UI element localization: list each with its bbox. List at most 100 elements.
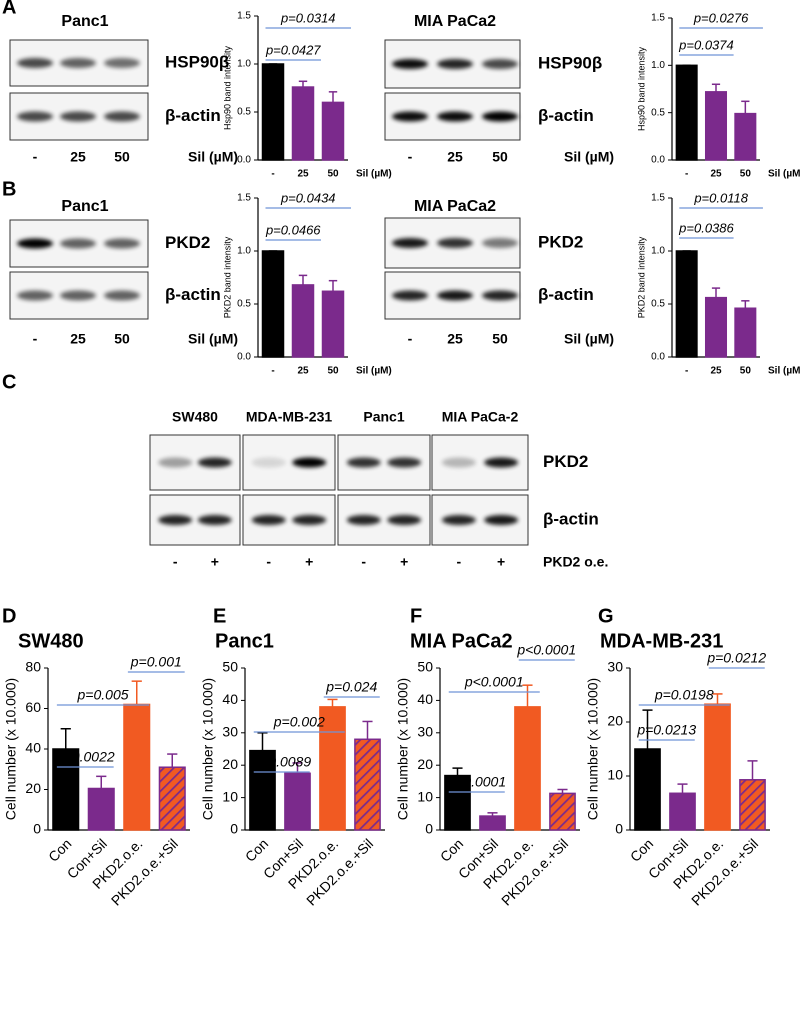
y-tick-label: 20 xyxy=(417,756,433,772)
panel-letter: A xyxy=(2,0,16,18)
lane-label: 50 xyxy=(492,149,508,165)
y-tick-label: 1.5 xyxy=(651,193,665,204)
y-tick-label: 30 xyxy=(607,659,623,675)
chart-title: MDA-MB-231 xyxy=(600,630,723,652)
lane-label: 25 xyxy=(70,149,86,165)
blot-protein-label: PKD2 xyxy=(538,232,583,251)
blot-band xyxy=(197,515,232,525)
x-tick-label: Con xyxy=(45,835,74,864)
blot-band xyxy=(251,515,286,525)
x-tick-label: 50 xyxy=(327,366,339,377)
y-tick-label: 1.5 xyxy=(237,11,251,22)
panel-letter: D xyxy=(2,605,16,627)
y-axis-label: PKD2 band intensity xyxy=(222,236,232,318)
blot-band xyxy=(346,457,381,468)
blot-band xyxy=(484,457,519,468)
y-tick-label: 0.0 xyxy=(237,352,251,363)
blot-band xyxy=(17,58,53,68)
bar xyxy=(634,748,661,831)
lane-label: 50 xyxy=(114,331,130,347)
blot-band xyxy=(437,111,473,122)
blot-band xyxy=(60,290,96,301)
lane-label: + xyxy=(211,554,219,570)
bar xyxy=(675,250,698,358)
blot-protein-label: β-actin xyxy=(165,285,221,304)
bar xyxy=(249,749,276,831)
blot-band xyxy=(104,111,140,122)
lane-label: + xyxy=(400,554,408,570)
blot-band xyxy=(292,515,327,525)
y-tick-label: 1.0 xyxy=(651,246,665,257)
treatment-label: Sil (µM) xyxy=(188,149,238,165)
blot-band xyxy=(482,290,518,301)
blot-band xyxy=(60,111,96,122)
blot-cell-line: SW480 xyxy=(172,409,218,425)
blot-band xyxy=(104,238,140,249)
blot-band xyxy=(437,290,473,301)
chart-title: MIA PaCa2 xyxy=(410,630,513,652)
panel-letter: C xyxy=(2,371,16,393)
p-value: p=0.0212 xyxy=(706,650,766,666)
lane-label: - xyxy=(361,554,366,570)
blot-band xyxy=(292,457,327,468)
p-value: p=0.005 xyxy=(77,687,129,703)
treatment-label: Sil (µM) xyxy=(564,149,614,165)
p-value: p<0.0001 xyxy=(516,642,576,658)
lane-label: - xyxy=(457,554,462,570)
y-tick-label: 1.5 xyxy=(237,193,251,204)
bar xyxy=(734,307,757,358)
y-tick-label: 50 xyxy=(417,659,433,675)
blot-band xyxy=(251,457,286,468)
y-tick-label: 0 xyxy=(230,821,238,837)
lane-label: - xyxy=(173,554,178,570)
p-value: p<0.0001 xyxy=(446,774,506,790)
bar xyxy=(354,738,381,831)
bar xyxy=(261,250,285,358)
lane-label: - xyxy=(33,149,38,165)
y-tick-label: 30 xyxy=(222,724,238,740)
y-tick-label: 1.0 xyxy=(237,59,251,70)
y-axis-label: Hsp90 band intensity xyxy=(636,46,646,131)
y-tick-label: 10 xyxy=(222,788,238,804)
blot-band xyxy=(197,457,232,468)
p-value: p=0.0434 xyxy=(280,190,336,205)
bar xyxy=(549,792,576,831)
bar xyxy=(704,296,728,358)
panel-letter: B xyxy=(2,178,16,200)
x-tick-label: 25 xyxy=(710,169,722,180)
blot-cell-line: Panc1 xyxy=(363,409,404,425)
x-tick-label: - xyxy=(685,169,688,180)
bar xyxy=(704,91,728,161)
p-value: p=0.002 xyxy=(273,714,325,730)
blot-band xyxy=(17,290,53,301)
bar xyxy=(739,779,766,831)
y-tick-label: 60 xyxy=(25,699,41,715)
y-axis-label: Cell number (x 10.000) xyxy=(395,678,411,820)
p-value: p=0.0089 xyxy=(251,754,311,770)
y-tick-label: 10 xyxy=(417,788,433,804)
x-tick-label: - xyxy=(271,366,274,377)
panel-letter: G xyxy=(598,605,614,627)
blot-band xyxy=(441,457,476,468)
lane-label: - xyxy=(33,331,38,347)
bar xyxy=(158,766,186,831)
lane-label: + xyxy=(497,554,505,570)
y-tick-label: 0.0 xyxy=(651,155,665,166)
y-axis-label: Cell number (x 10.000) xyxy=(3,678,19,820)
bar xyxy=(734,112,757,161)
y-axis-label: PKD2 band intensity xyxy=(636,236,646,318)
blot-band xyxy=(158,457,193,468)
blot-band xyxy=(482,111,518,122)
blot-cell-line: MIA PaCa2 xyxy=(414,198,496,215)
panel-letter: F xyxy=(410,605,422,627)
treatment-label: Sil (µM) xyxy=(564,331,614,347)
x-tick-label: 50 xyxy=(327,169,339,180)
y-tick-label: 40 xyxy=(25,740,41,756)
blot-band xyxy=(441,515,476,525)
p-value: p=0.0198 xyxy=(654,687,714,703)
blot-protein-label: PKD2 xyxy=(543,452,588,471)
bar xyxy=(704,703,731,831)
bar xyxy=(284,772,311,831)
p-value: p=0.0213 xyxy=(636,722,696,738)
p-value: p=0.0276 xyxy=(693,10,749,25)
